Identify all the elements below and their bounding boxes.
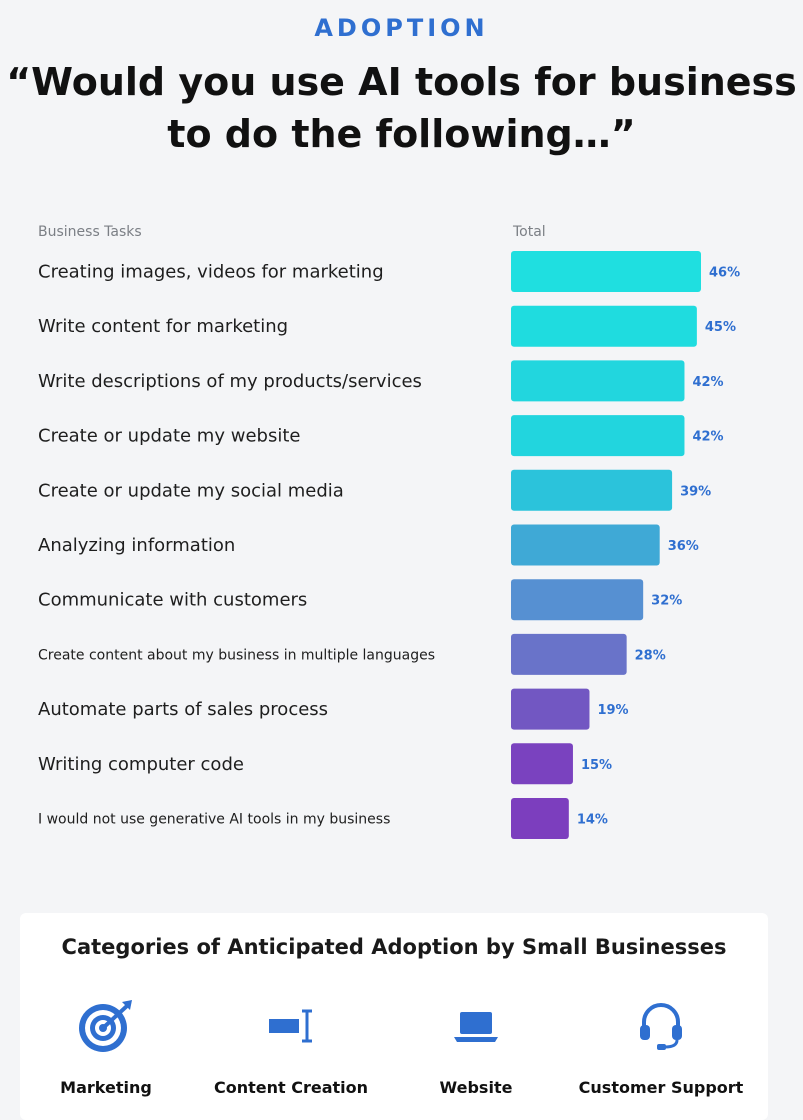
category-label: Content Creation: [213, 1078, 369, 1097]
category-customer-support: Customer Support: [571, 998, 751, 1097]
task-label: Write descriptions of my products/servic…: [38, 371, 422, 392]
bar: [511, 633, 627, 675]
task-label: Communicate with customers: [38, 590, 307, 611]
title-line-2: to do the following…”: [167, 112, 636, 156]
page-title: “Would you use AI tools for business to …: [0, 56, 803, 160]
bar-chart: Creating images, videos for marketing 46%…: [38, 251, 740, 839]
category-marketing: Marketing: [16, 998, 196, 1097]
task-label: Write content for marketing: [38, 316, 288, 337]
column-header-total: Total: [513, 224, 546, 240]
category-website: Website: [386, 998, 566, 1097]
task-label: Create or update my website: [38, 426, 300, 447]
bar-value-label: 14%: [577, 813, 608, 828]
task-label: Automate parts of sales process: [38, 699, 328, 720]
bar-value-label: 36%: [668, 539, 699, 554]
task-label: Writing computer code: [38, 754, 244, 775]
task-label: Creating images, videos for marketing: [38, 262, 384, 283]
bar: [511, 305, 697, 347]
bar-value-label: 19%: [597, 703, 628, 718]
bar: [511, 524, 660, 566]
bar-value-label: 39%: [680, 484, 711, 499]
bar-value-label: 15%: [581, 758, 612, 773]
categories-title: Categories of Anticipated Adoption by Sm…: [61, 935, 727, 959]
categories-panel: Categories of Anticipated Adoption by Sm…: [20, 913, 768, 1120]
section-eyebrow: ADOPTION: [314, 14, 489, 42]
bar: [511, 415, 685, 457]
task-label: Create or update my social media: [38, 480, 344, 501]
bar-value-label: 42%: [692, 375, 723, 390]
bar-value-label: 32%: [651, 594, 682, 609]
task-label: I would not use generative AI tools in m…: [38, 812, 390, 828]
category-label: Customer Support: [578, 1078, 744, 1097]
task-label: Create content about my business in mult…: [38, 647, 435, 663]
task-label: Analyzing information: [38, 535, 235, 556]
bar: [511, 579, 644, 621]
text-cursor-icon: [269, 1009, 312, 1043]
headset-icon: [640, 1003, 682, 1050]
target-icon: [79, 1000, 132, 1052]
bar-value-label: 42%: [692, 430, 723, 445]
bar: [511, 743, 573, 785]
title-line-1: “Would you use AI tools for business: [6, 60, 797, 104]
bar: [511, 688, 590, 730]
bar: [511, 360, 685, 402]
bar-value-label: 28%: [635, 648, 666, 663]
bar: [511, 251, 701, 292]
bar: [511, 798, 569, 839]
category-label: Marketing: [60, 1078, 152, 1097]
category-label: Website: [439, 1078, 513, 1097]
bar: [511, 469, 673, 511]
category-content-creation: Content Creation: [201, 998, 381, 1097]
laptop-icon: [454, 1012, 498, 1042]
column-header-tasks: Business Tasks: [38, 224, 142, 240]
bar-value-label: 46%: [709, 266, 740, 281]
bar-value-label: 45%: [705, 320, 736, 335]
